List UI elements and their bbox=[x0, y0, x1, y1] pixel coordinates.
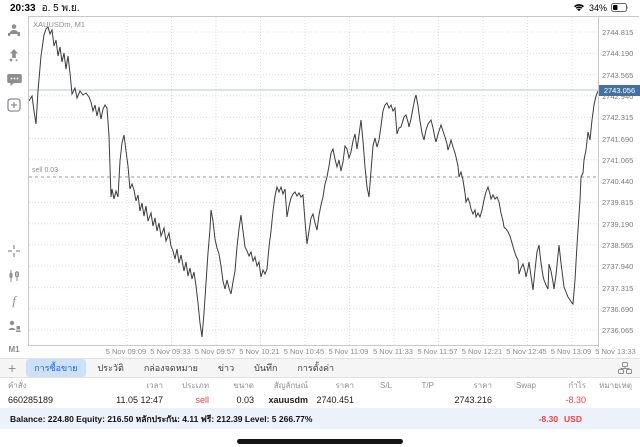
price-axis-label: 2736.690 bbox=[602, 304, 634, 314]
price-axis-label: 2739.815 bbox=[602, 198, 634, 208]
account-summary-text: Balance: 224.80 Equity: 216.50 หลักประกั… bbox=[10, 413, 313, 424]
bottom-tab-bar: + การซื้อขาย ประวัติ กล่องจดหมาย ข่าว บั… bbox=[0, 358, 640, 378]
time-axis-label: 5 Nov 11:33 bbox=[373, 347, 413, 356]
layout-columns-icon[interactable] bbox=[618, 362, 632, 374]
col-swap: Swap bbox=[515, 380, 536, 390]
price-axis-label: 2737.940 bbox=[602, 262, 634, 272]
col-tp: T/P bbox=[421, 380, 434, 390]
left-toolbar: f M1 bbox=[0, 16, 28, 358]
price-axis-label: 2740.440 bbox=[602, 177, 634, 187]
add-tab-button[interactable]: + bbox=[8, 360, 17, 376]
price-axis-label: 2741.065 bbox=[602, 155, 634, 165]
date: อ. 5 พ.ย. bbox=[41, 2, 80, 14]
candlestick-chart-icon[interactable] bbox=[6, 268, 22, 284]
time-axis-label: 5 Nov 09:09 bbox=[105, 347, 147, 356]
time-axis-label: 5 Nov 09:33 bbox=[150, 347, 191, 356]
col-open-price: ราคา bbox=[335, 380, 354, 390]
timeframe-button[interactable]: M1 bbox=[8, 345, 20, 354]
position-row[interactable]: 660285189 11.05 12:47 sell 0.03 xauusdm … bbox=[0, 392, 640, 408]
chart-canvas bbox=[29, 17, 598, 347]
price-axis-label: 2739.190 bbox=[602, 219, 634, 229]
price-axis-label: 2744.190 bbox=[602, 49, 634, 59]
price-axis-label: 2743.565 bbox=[602, 70, 634, 80]
time-axis-label: 5 Nov 13:33 bbox=[595, 347, 636, 356]
col-comment: หมายเหตุ bbox=[599, 380, 632, 390]
price-axis-label: 2738.565 bbox=[602, 241, 634, 250]
battery-icon bbox=[611, 2, 630, 14]
tab-trade[interactable]: การซื้อขาย bbox=[26, 359, 86, 377]
col-sl: S/L bbox=[379, 380, 392, 390]
accounts-icon[interactable] bbox=[6, 22, 22, 38]
account-summary-bar: Balance: 224.80 Equity: 216.50 หลักประกั… bbox=[0, 408, 640, 429]
tab-news[interactable]: ข่าว bbox=[217, 363, 235, 373]
home-indicator[interactable] bbox=[237, 439, 403, 444]
positions-table-header: คำสั่ง เวลา ประเภท ขนาด สัญลักษณ์ ราคา S… bbox=[0, 378, 640, 392]
time-axis-label: 5 Nov 12:21 bbox=[461, 347, 503, 356]
crosshair-icon[interactable] bbox=[6, 243, 22, 259]
cell-time: 11.05 12:47 bbox=[116, 395, 163, 405]
cell-type: sell bbox=[195, 395, 209, 405]
status-bar: 20:33 อ. 5 พ.ย. 34% bbox=[0, 0, 640, 16]
cell-symbol: xauusdm bbox=[268, 395, 308, 405]
time-axis: 5 Nov 09:09 5 Nov 09:33 5 Nov 09:57 5 Nov 1… bbox=[0, 346, 640, 358]
total-profit: -8.30 bbox=[538, 413, 559, 424]
col-order: คำสั่ง bbox=[8, 380, 27, 390]
tab-journal[interactable]: บันทึก bbox=[254, 363, 278, 373]
price-chart[interactable]: XAUUSDm, M1 sell 0.03 bbox=[29, 17, 598, 347]
open-position-label: sell 0.03 bbox=[32, 167, 59, 174]
price-axis-label: 2742.940 bbox=[602, 91, 634, 101]
clock: 20:33 bbox=[10, 2, 36, 14]
col-volume: ขนาด bbox=[233, 380, 254, 390]
wifi-icon bbox=[573, 3, 585, 14]
indicators-icon[interactable]: f bbox=[12, 293, 16, 308]
col-symbol: สัญลักษณ์ bbox=[273, 380, 308, 390]
time-axis-label: 5 Nov 11:09 bbox=[328, 347, 369, 356]
profit-currency: USD bbox=[564, 413, 582, 424]
tab-mailbox[interactable]: กล่องจดหมาย bbox=[143, 363, 198, 373]
price-axis: 2743.056 2744.815 2744.190 2743.565 2742.94… bbox=[598, 17, 640, 347]
objects-icon[interactable] bbox=[6, 318, 22, 334]
chat-icon[interactable] bbox=[6, 72, 22, 88]
price-axis-label: 2744.815 bbox=[602, 28, 634, 37]
price-axis-label: 2736.065 bbox=[602, 326, 634, 336]
time-axis-label: 5 Nov 10:21 bbox=[239, 347, 280, 356]
time-axis-label: 5 Nov 12:45 bbox=[506, 347, 547, 356]
tab-settings[interactable]: การตั้งค่า bbox=[297, 363, 335, 373]
time-axis-label: 5 Nov 09:57 bbox=[194, 347, 236, 356]
cell-open-price: 2740.451 bbox=[316, 395, 354, 405]
battery-percent: 34% bbox=[588, 3, 607, 13]
price-axis-label: 2741.690 bbox=[602, 134, 634, 144]
col-type: ประเภท bbox=[182, 380, 209, 390]
current-price-tag: 2743.056 bbox=[599, 85, 640, 96]
chart-symbol-label: XAUUSDm, M1 bbox=[33, 20, 86, 29]
trade-icon[interactable] bbox=[6, 47, 22, 63]
time-axis-label: 5 Nov 11:57 bbox=[417, 347, 458, 356]
col-profit: กำไร bbox=[568, 380, 586, 390]
time-axis-label: 5 Nov 13:09 bbox=[550, 347, 592, 356]
price-axis-label: 2737.315 bbox=[602, 283, 634, 293]
cell-order: 660285189 bbox=[8, 395, 54, 405]
col-time: เวลา bbox=[146, 380, 163, 390]
price-axis-label: 2742.315 bbox=[602, 113, 634, 123]
cell-profit: -8.30 bbox=[565, 395, 586, 405]
new-order-icon[interactable] bbox=[6, 97, 22, 113]
cell-current-price: 2743.216 bbox=[454, 395, 492, 405]
col-current-price: ราคา bbox=[473, 380, 492, 390]
time-axis-label: 5 Nov 10:45 bbox=[283, 347, 325, 356]
chart-area[interactable]: XAUUSDm, M1 sell 0.03 2743.056 2744.815 2… bbox=[28, 16, 640, 347]
tab-history[interactable]: ประวัติ bbox=[97, 363, 124, 373]
cell-volume: 0.03 bbox=[236, 395, 254, 405]
